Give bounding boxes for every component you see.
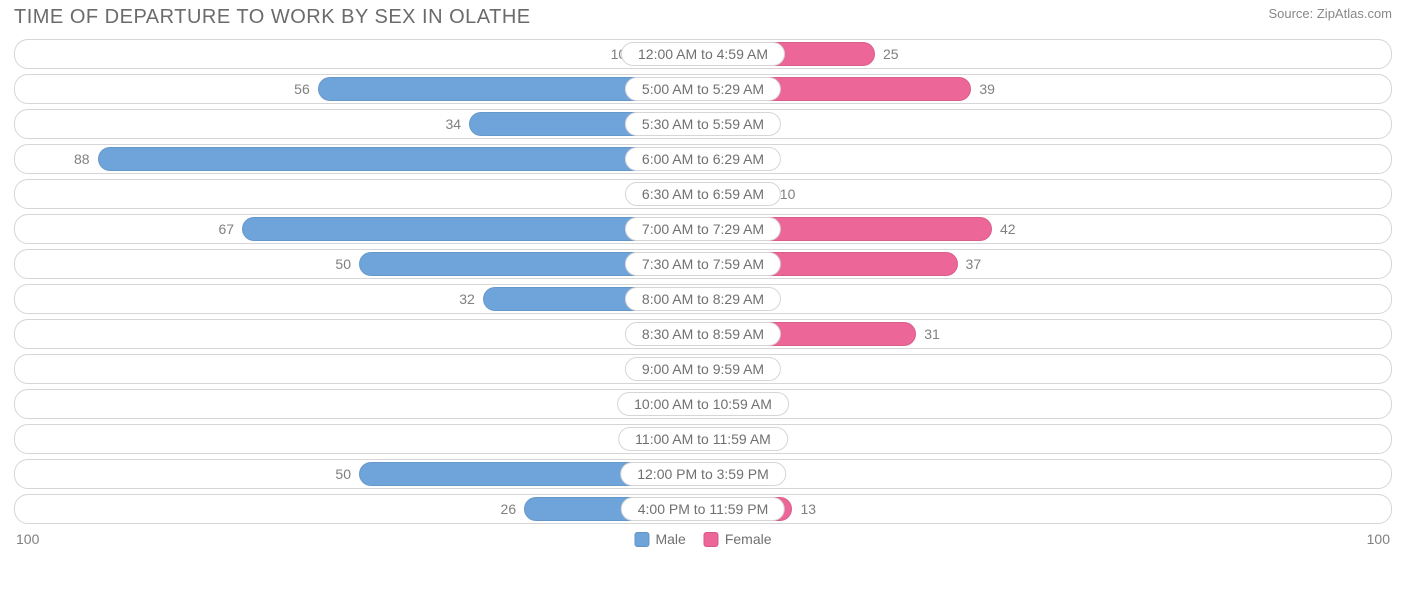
row-left-side: 50 (15, 252, 703, 276)
row-left-side: 67 (15, 217, 703, 241)
male-value-label: 26 (493, 501, 525, 517)
row-left-side: 10 (15, 42, 703, 66)
category-label: 8:00 AM to 8:29 AM (625, 287, 781, 311)
diverging-bar-chart: 102512:00 AM to 4:59 AM56395:00 AM to 5:… (0, 39, 1406, 524)
category-label: 12:00 AM to 4:59 AM (621, 42, 785, 66)
row-right-side: 2 (703, 357, 1391, 381)
chart-row: 34 35:30 AM to 5:59 AM (14, 109, 1392, 139)
category-label: 7:30 AM to 7:59 AM (625, 252, 781, 276)
chart-row: 56 39 5:00 AM to 5:29 AM (14, 74, 1392, 104)
male-value-label: 50 (327, 466, 359, 482)
category-label: 6:00 AM to 6:29 AM (625, 147, 781, 171)
chart-row: 10 25 12:00 AM to 4:59 AM (14, 39, 1392, 69)
chart-row: 0411:00 AM to 11:59 AM (14, 424, 1392, 454)
male-bar (98, 147, 703, 171)
category-label: 5:30 AM to 5:59 AM (625, 112, 781, 136)
row-right-side: 3 (703, 112, 1391, 136)
male-value-label: 34 (438, 116, 470, 132)
chart-row: 0410:00 AM to 10:59 AM (14, 389, 1392, 419)
row-left-side: 88 (15, 147, 703, 171)
row-left-side: 34 (15, 112, 703, 136)
row-left-side: 0 (15, 427, 703, 451)
row-right-side: 31 (703, 322, 1391, 346)
row-left-side: 2 (15, 322, 703, 346)
row-right-side: 8 (703, 147, 1391, 171)
chart-header: TIME OF DEPARTURE TO WORK BY SEX IN OLAT… (0, 0, 1406, 39)
row-right-side: 39 (703, 77, 1391, 101)
row-left-side: 9 (15, 182, 703, 206)
female-value-label: 37 (958, 256, 990, 272)
chart-row: 329:00 AM to 9:59 AM (14, 354, 1392, 384)
chart-row: 50 37 7:30 AM to 7:59 AM (14, 249, 1392, 279)
row-left-side: 26 (15, 497, 703, 521)
male-value-label: 32 (451, 291, 483, 307)
chart-title: TIME OF DEPARTURE TO WORK BY SEX IN OLAT… (14, 6, 531, 29)
row-right-side: 0 (703, 462, 1391, 486)
row-right-side: 25 (703, 42, 1391, 66)
legend-label-female: Female (725, 531, 772, 547)
row-left-side: 50 (15, 462, 703, 486)
category-label: 12:00 PM to 3:59 PM (620, 462, 786, 486)
row-right-side: 42 (703, 217, 1391, 241)
row-left-side: 0 (15, 392, 703, 416)
category-label: 9:00 AM to 9:59 AM (625, 357, 781, 381)
category-label: 5:00 AM to 5:29 AM (625, 77, 781, 101)
legend-label-male: Male (655, 531, 685, 547)
chart-row: 67 42 7:00 AM to 7:29 AM (14, 214, 1392, 244)
axis-right-max: 100 (1367, 531, 1390, 547)
category-label: 7:00 AM to 7:29 AM (625, 217, 781, 241)
chart-row: 8886:00 AM to 6:29 AM (14, 144, 1392, 174)
legend-swatch-male (634, 532, 649, 547)
legend: Male Female (634, 531, 771, 547)
chart-source: Source: ZipAtlas.com (1268, 6, 1392, 21)
male-value-label: 56 (286, 81, 318, 97)
male-value-label: 88 (66, 151, 98, 167)
female-value-label: 13 (792, 501, 824, 517)
row-right-side: 37 (703, 252, 1391, 276)
female-value-label: 42 (992, 221, 1024, 237)
chart-row: 26 13 4:00 PM to 11:59 PM (14, 494, 1392, 524)
row-right-side: 4 (703, 427, 1391, 451)
female-value-label: 25 (875, 46, 907, 62)
female-value-label: 31 (916, 326, 948, 342)
legend-item-female: Female (704, 531, 772, 547)
male-value-label: 50 (327, 256, 359, 272)
chart-row: 32 08:00 AM to 8:29 AM (14, 284, 1392, 314)
category-label: 11:00 AM to 11:59 AM (618, 427, 788, 451)
row-right-side: 13 (703, 497, 1391, 521)
row-right-side: 0 (703, 287, 1391, 311)
category-label: 10:00 AM to 10:59 AM (617, 392, 789, 416)
chart-row: 9106:30 AM to 6:59 AM (14, 179, 1392, 209)
legend-item-male: Male (634, 531, 685, 547)
category-label: 8:30 AM to 8:59 AM (625, 322, 781, 346)
category-label: 6:30 AM to 6:59 AM (625, 182, 781, 206)
row-right-side: 4 (703, 392, 1391, 416)
chart-row: 50 012:00 PM to 3:59 PM (14, 459, 1392, 489)
chart-row: 2 31 8:30 AM to 8:59 AM (14, 319, 1392, 349)
female-value-label: 39 (971, 81, 1003, 97)
row-left-side: 56 (15, 77, 703, 101)
row-left-side: 32 (15, 287, 703, 311)
x-axis: 100 Male Female 100 (0, 529, 1406, 547)
category-label: 4:00 PM to 11:59 PM (621, 497, 785, 521)
male-value-label: 67 (210, 221, 242, 237)
axis-left-max: 100 (16, 531, 39, 547)
row-left-side: 3 (15, 357, 703, 381)
row-right-side: 10 (703, 182, 1391, 206)
legend-swatch-female (704, 532, 719, 547)
